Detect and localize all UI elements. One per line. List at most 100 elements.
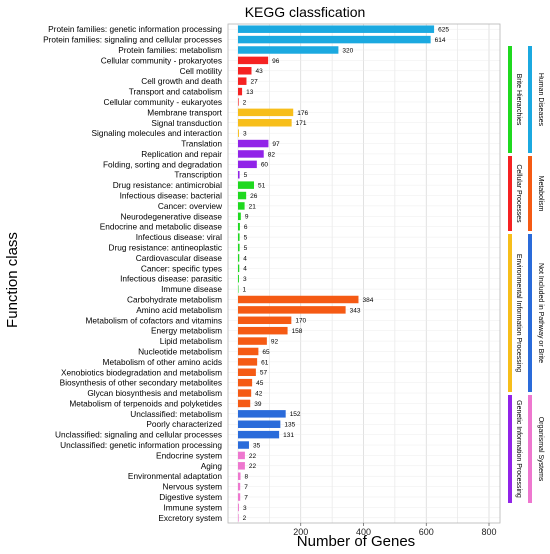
- value-label: 4: [243, 266, 247, 273]
- value-label: 170: [295, 318, 306, 325]
- bar: [238, 212, 241, 221]
- value-label: 2: [243, 99, 247, 106]
- bar: [238, 295, 359, 304]
- bar: [238, 368, 256, 377]
- value-label: 343: [350, 307, 361, 314]
- category-label: Folding, sorting and degradation: [103, 159, 222, 169]
- bar: [238, 399, 251, 408]
- category-label: Protein families: genetic information pr…: [48, 24, 222, 34]
- x-tick-label: 400: [356, 527, 371, 537]
- category-label: Nervous system: [163, 482, 223, 492]
- value-label: 320: [342, 47, 353, 54]
- category-label: Metabolism of other amino acids: [103, 357, 222, 367]
- value-label: 35: [253, 442, 261, 449]
- bar: [238, 358, 258, 366]
- category-label: Immune system: [163, 502, 222, 512]
- category-label: Transport and catabolism: [129, 87, 222, 97]
- bar: [238, 98, 239, 106]
- x-ticks: 200 400 600 800: [293, 523, 497, 537]
- legend-label: Not Included in Pathway or Brite: [537, 263, 544, 363]
- bar: [238, 160, 257, 169]
- bar: [238, 254, 240, 262]
- value-label: 42: [255, 390, 263, 397]
- bar: [238, 274, 239, 283]
- value-label: 82: [268, 151, 276, 158]
- value-label: 176: [297, 110, 308, 117]
- category-label: Energy metabolism: [151, 326, 222, 336]
- bar: [238, 77, 247, 85]
- category-label: Digestive system: [159, 492, 222, 502]
- value-label: 57: [260, 370, 268, 377]
- value-label: 22: [249, 453, 257, 460]
- value-label: 13: [246, 89, 254, 96]
- category-label: Biosynthesis of other secondary metaboli…: [60, 378, 222, 388]
- category-label: Immune disease: [161, 284, 222, 294]
- bar: [238, 35, 431, 44]
- value-label: 152: [290, 411, 301, 418]
- value-label: 45: [256, 380, 264, 387]
- bar: [238, 451, 245, 460]
- value-label: 5: [244, 235, 248, 242]
- category-label: Cellular community - eukaryotes: [103, 97, 222, 107]
- category-label: Cancer: overview: [158, 201, 223, 211]
- value-label: 27: [250, 79, 258, 86]
- bar: [238, 326, 288, 335]
- legend-swatch: [508, 395, 512, 503]
- category-label: Infectious disease: parasitic: [120, 274, 222, 284]
- value-label: 9: [245, 214, 249, 221]
- bar: [238, 56, 269, 65]
- bar: [238, 514, 239, 522]
- bar: [238, 420, 281, 428]
- value-label: 3: [243, 131, 247, 138]
- category-label: Carbohydrate metabolism: [127, 294, 222, 304]
- value-label: 7: [244, 484, 248, 491]
- value-label: 26: [250, 193, 258, 200]
- category-label: Xenobiotics biodegradation and metabolis…: [61, 367, 222, 377]
- value-label: 51: [258, 183, 266, 190]
- category-label: Signaling molecules and interaction: [91, 128, 222, 138]
- legend-swatch: [508, 156, 512, 231]
- x-tick-label: 800: [481, 527, 496, 537]
- value-label: 625: [438, 27, 449, 34]
- category-label: Endocrine system: [156, 450, 222, 460]
- legend-swatch: [508, 46, 512, 153]
- category-label: Cell motility: [180, 66, 223, 76]
- bar: [238, 67, 252, 75]
- bar: [238, 46, 339, 54]
- category-label: Aging: [201, 461, 223, 471]
- bar: [238, 87, 243, 96]
- bar: [238, 108, 294, 117]
- category-label: Environmental adaptation: [128, 471, 222, 481]
- bar: [238, 139, 269, 148]
- category-label: Translation: [181, 139, 222, 149]
- category-label: Membrane transport: [147, 107, 222, 117]
- category-label: Signal transduction: [151, 118, 222, 128]
- value-label: 96: [272, 58, 280, 65]
- bar: [238, 316, 292, 325]
- category-label: Infectious disease: viral: [136, 232, 222, 242]
- category-labels: Protein families: genetic information pr…: [43, 24, 223, 523]
- value-label: 171: [296, 120, 307, 127]
- bar: [238, 482, 241, 491]
- value-label: 5: [244, 172, 248, 179]
- value-label: 4: [243, 255, 247, 262]
- y-axis-title: Function class: [4, 232, 21, 328]
- bar: [238, 410, 286, 418]
- value-label: 131: [283, 432, 294, 439]
- value-label: 384: [362, 297, 373, 304]
- legend-swatch: [528, 156, 532, 231]
- category-label: Unclassified: metabolism: [130, 409, 222, 419]
- bar: [238, 191, 247, 200]
- value-label: 21: [249, 203, 257, 210]
- bars: [238, 25, 435, 522]
- value-label: 135: [284, 422, 295, 429]
- value-label: 7: [244, 494, 248, 501]
- plot-frame: [227, 23, 501, 524]
- x-tick-label: 600: [419, 527, 434, 537]
- category-label: Unclassified: signaling and cellular pro…: [55, 430, 222, 440]
- legend-label: Environmental Information Processing: [515, 254, 522, 372]
- category-label: Protein families: metabolism: [118, 45, 222, 55]
- x-tick-label: 200: [293, 527, 308, 537]
- legend-swatch: [528, 46, 532, 153]
